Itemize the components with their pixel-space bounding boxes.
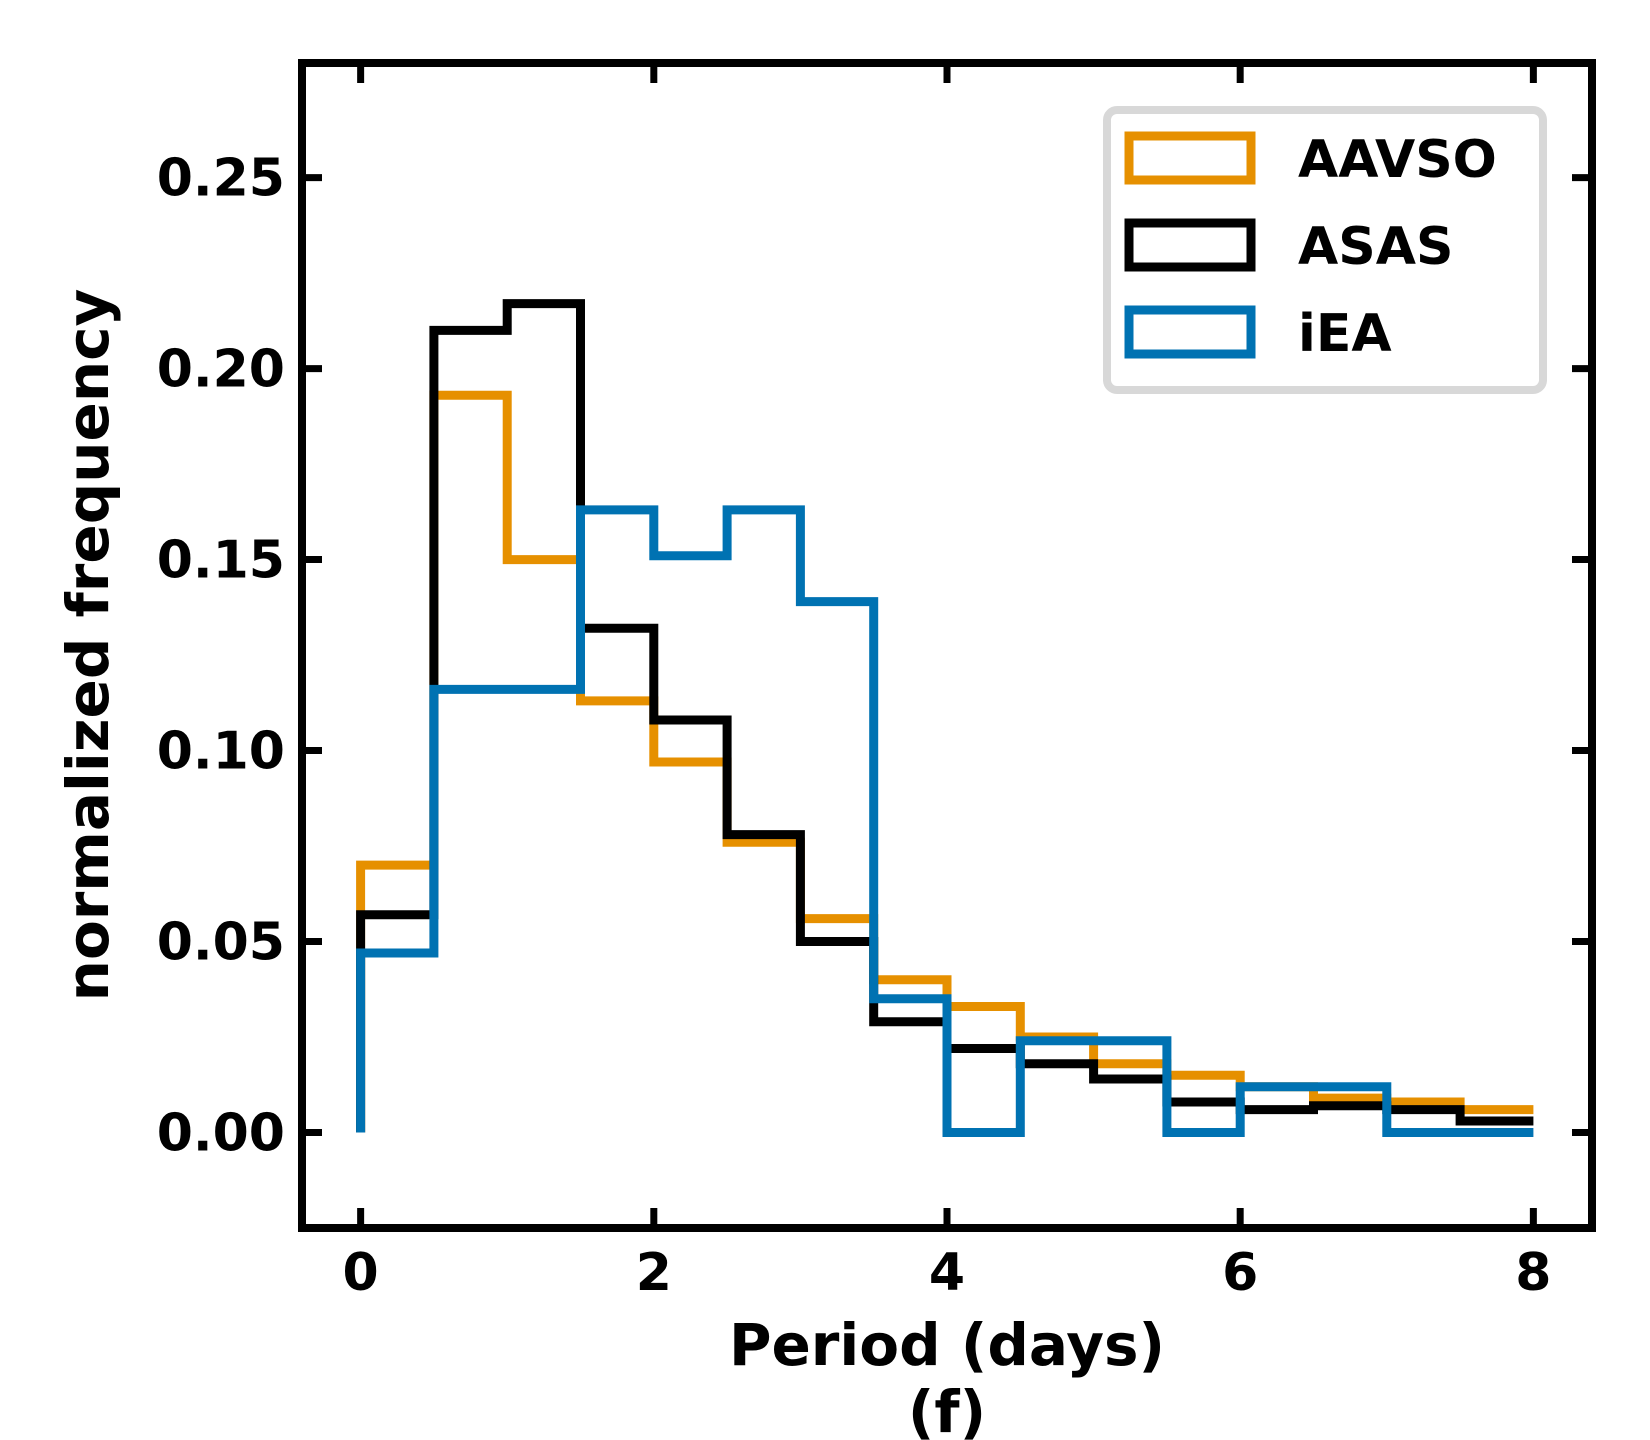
series-iea-step-line [356,505,1534,1137]
y-tick-label: 0.15 [157,531,285,591]
y-tick-label: 0.00 [157,1104,285,1164]
legend: AAVSO ASAS iEA [1103,106,1547,394]
legend-swatch-iea [1124,305,1256,359]
x-tick-label: 2 [636,1243,672,1303]
x-tick-label: 0 [343,1243,379,1303]
ticks-layer [302,63,1592,1228]
x-tick-label: 8 [1515,1243,1551,1303]
legend-swatch-aavso [1124,131,1256,185]
legend-label-iea: iEA [1298,304,1392,364]
y-tick-label: 0.05 [157,913,285,973]
x-tick-label: 4 [929,1243,965,1303]
y-axis-label: normalized frequency [54,289,122,1002]
y-tick-label: 0.20 [157,340,285,400]
tick-labels-layer: 0 2 4 6 8 0.00 0.05 0.10 0.15 0.20 0.25 [157,149,1552,1303]
y-tick-label: 0.10 [157,722,285,782]
x-tick-label: 6 [1222,1243,1258,1303]
figure-caption: (f) [908,1378,986,1440]
y-tick-label: 0.25 [157,149,285,209]
series-layer [356,299,1534,1137]
legend-entries: AAVSO ASAS iEA [1124,130,1497,364]
series-aavso-step-line [356,390,1534,1133]
legend-label-aavso: AAVSO [1298,130,1497,190]
x-axis-label: Period (days) [729,1311,1165,1379]
legend-swatch-asas [1124,218,1256,272]
legend-label-asas: ASAS [1298,217,1453,277]
